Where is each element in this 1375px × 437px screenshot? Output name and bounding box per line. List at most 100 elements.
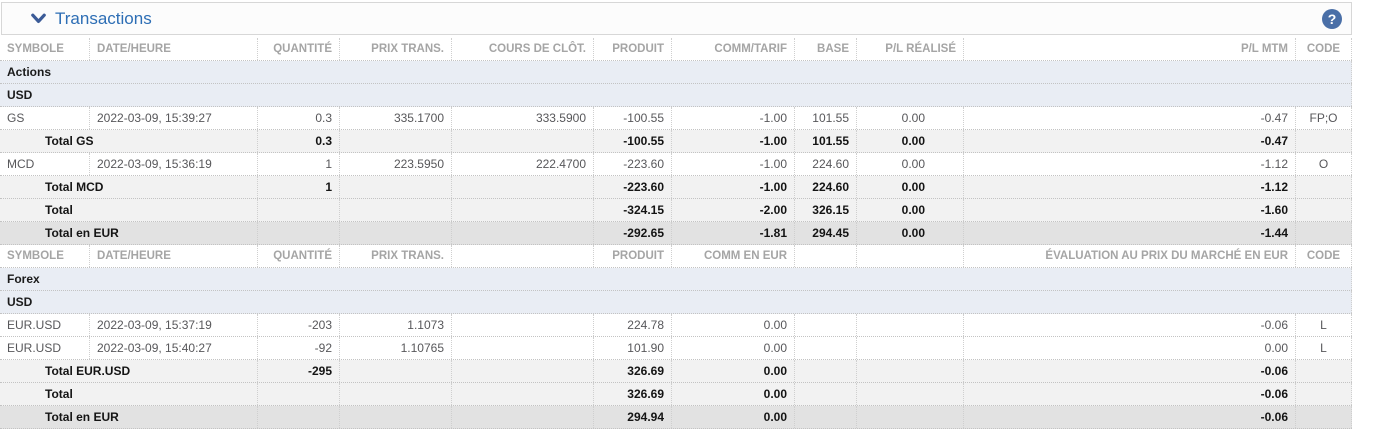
column-header-cours-clot: COURS DE CLÔT. [452, 38, 594, 60]
cell-prix-trans: 335.1700 [340, 107, 452, 129]
column-header-comm: COMM/TARIF [672, 38, 795, 60]
column-header-symbole: SYMBOLE [0, 245, 90, 267]
cell-date-heure: 2022-03-09, 15:40:27 [90, 337, 258, 359]
cell-pl-realise [857, 360, 964, 382]
subtotal-label: Total MCD [0, 176, 258, 198]
cell-cours-clot [452, 314, 594, 336]
cell-produit: 326.69 [594, 360, 672, 382]
cell-produit: -100.55 [594, 130, 672, 152]
cell-prix-trans: 1.10765 [340, 337, 452, 359]
cell-prix-trans [340, 199, 452, 221]
cell-base [795, 314, 857, 336]
column-header-date-heure: DATE/HEURE [90, 245, 258, 267]
cell-comm: 0.00 [672, 360, 795, 382]
cell-prix-trans [340, 176, 452, 198]
cell-base: 101.55 [795, 107, 857, 129]
header-row: SYMBOLE DATE/HEURE QUANTITÉ PRIX TRANS. COUR… [0, 38, 1352, 61]
cell-prix-trans [340, 360, 452, 382]
section-title: Transactions [55, 8, 152, 28]
cell-comm: -1.00 [672, 153, 795, 175]
cell-prix-trans: 1.1073 [340, 314, 452, 336]
cell-produit: -223.60 [594, 153, 672, 175]
cell-cours-clot [452, 337, 594, 359]
section-label: Forex [0, 268, 1352, 290]
help-button[interactable]: ? [1322, 8, 1342, 29]
cell-pl-realise: 0.00 [857, 107, 964, 129]
cell-comm: -1.81 [672, 222, 795, 244]
cell-pl-mtm: -1.60 [964, 199, 1296, 221]
subtotal-row: Total EUR.USD -295 326.69 0.00 -0.06 [0, 360, 1352, 383]
column-header-pl-mtm: ÉVALUATION AU PRIX DU MARCHÉ EN EUR [964, 245, 1296, 267]
column-header-base: BASE [795, 38, 857, 60]
collapse-chevron-down-icon[interactable] [28, 9, 48, 29]
cell-quantite: 1 [258, 153, 340, 175]
column-header-cours-clot [452, 245, 594, 267]
subtotal-row: Total 326.69 0.00 -0.06 [0, 383, 1352, 406]
cell-code [1296, 176, 1352, 198]
data-row: EUR.USD 2022-03-09, 15:40:27 -92 1.10765 101… [0, 337, 1352, 360]
cell-pl-mtm: -1.44 [964, 222, 1296, 244]
cell-quantite [258, 406, 340, 428]
data-row: GS 2022-03-09, 15:39:27 0.3 335.1700 333.590… [0, 107, 1352, 130]
cell-prix-trans [340, 383, 452, 405]
currency-label: USD [0, 84, 1352, 106]
cell-prix-trans [340, 130, 452, 152]
cell-quantite: -203 [258, 314, 340, 336]
cell-prix-trans: 223.5950 [340, 153, 452, 175]
cell-comm: -1.00 [672, 107, 795, 129]
cell-base: 326.15 [795, 199, 857, 221]
subtotal-row: Total GS 0.3 -100.55 -1.00 101.55 0.00 -0.47 [0, 130, 1352, 153]
column-header-code: CODE [1296, 245, 1352, 267]
cell-code: L [1296, 337, 1352, 359]
subtotal-label: Total [0, 383, 258, 405]
cell-pl-realise [857, 406, 964, 428]
cell-cours-clot [452, 199, 594, 221]
column-header-code: CODE [1296, 38, 1352, 60]
column-header-symbole: SYMBOLE [0, 38, 90, 60]
total_eur-row: Total en EUR 294.94 0.00 -0.06 [0, 406, 1352, 429]
cell-code [1296, 199, 1352, 221]
cell-produit: 224.78 [594, 314, 672, 336]
column-header-pl-realise [857, 245, 964, 267]
cell-quantite [258, 383, 340, 405]
transactions-title-bar: Transactions ? [1, 2, 1352, 35]
cell-code [1296, 406, 1352, 428]
cell-symbole: MCD [0, 153, 90, 175]
cell-pl-realise [857, 383, 964, 405]
cell-pl-realise: 0.00 [857, 153, 964, 175]
column-header-produit: PRODUIT [594, 38, 672, 60]
cell-comm: -1.00 [672, 130, 795, 152]
cell-pl-realise: 0.00 [857, 199, 964, 221]
cell-cours-clot [452, 130, 594, 152]
column-header-comm: COMM EN EUR [672, 245, 795, 267]
cell-prix-trans [340, 222, 452, 244]
subtotal-label: Total GS [0, 130, 258, 152]
cell-code [1296, 222, 1352, 244]
subtotal-label: Total EUR.USD [0, 360, 258, 382]
cell-comm: -2.00 [672, 199, 795, 221]
cell-pl-realise [857, 314, 964, 336]
cell-produit: -223.60 [594, 176, 672, 198]
cell-produit: -324.15 [594, 199, 672, 221]
cell-produit: -100.55 [594, 107, 672, 129]
column-header-prix-trans: PRIX TRANS. [340, 245, 452, 267]
cell-quantite: -295 [258, 360, 340, 382]
cell-cours-clot: 333.5900 [452, 107, 594, 129]
cell-comm: 0.00 [672, 383, 795, 405]
cell-cours-clot: 222.4700 [452, 153, 594, 175]
cell-code: FP;O [1296, 107, 1352, 129]
cell-cours-clot [452, 360, 594, 382]
cell-date-heure: 2022-03-09, 15:37:19 [90, 314, 258, 336]
cell-pl-realise: 0.00 [857, 176, 964, 198]
section-row: Forex [0, 268, 1352, 291]
cell-quantite: -92 [258, 337, 340, 359]
column-header-pl-mtm: P/L MTM [964, 38, 1296, 60]
column-header-quantite: QUANTITÉ [258, 245, 340, 267]
cell-comm: 0.00 [672, 406, 795, 428]
cell-code [1296, 130, 1352, 152]
cell-pl-mtm: -0.06 [964, 360, 1296, 382]
cell-symbole: GS [0, 107, 90, 129]
cell-cours-clot [452, 222, 594, 244]
cell-pl-realise: 0.00 [857, 222, 964, 244]
